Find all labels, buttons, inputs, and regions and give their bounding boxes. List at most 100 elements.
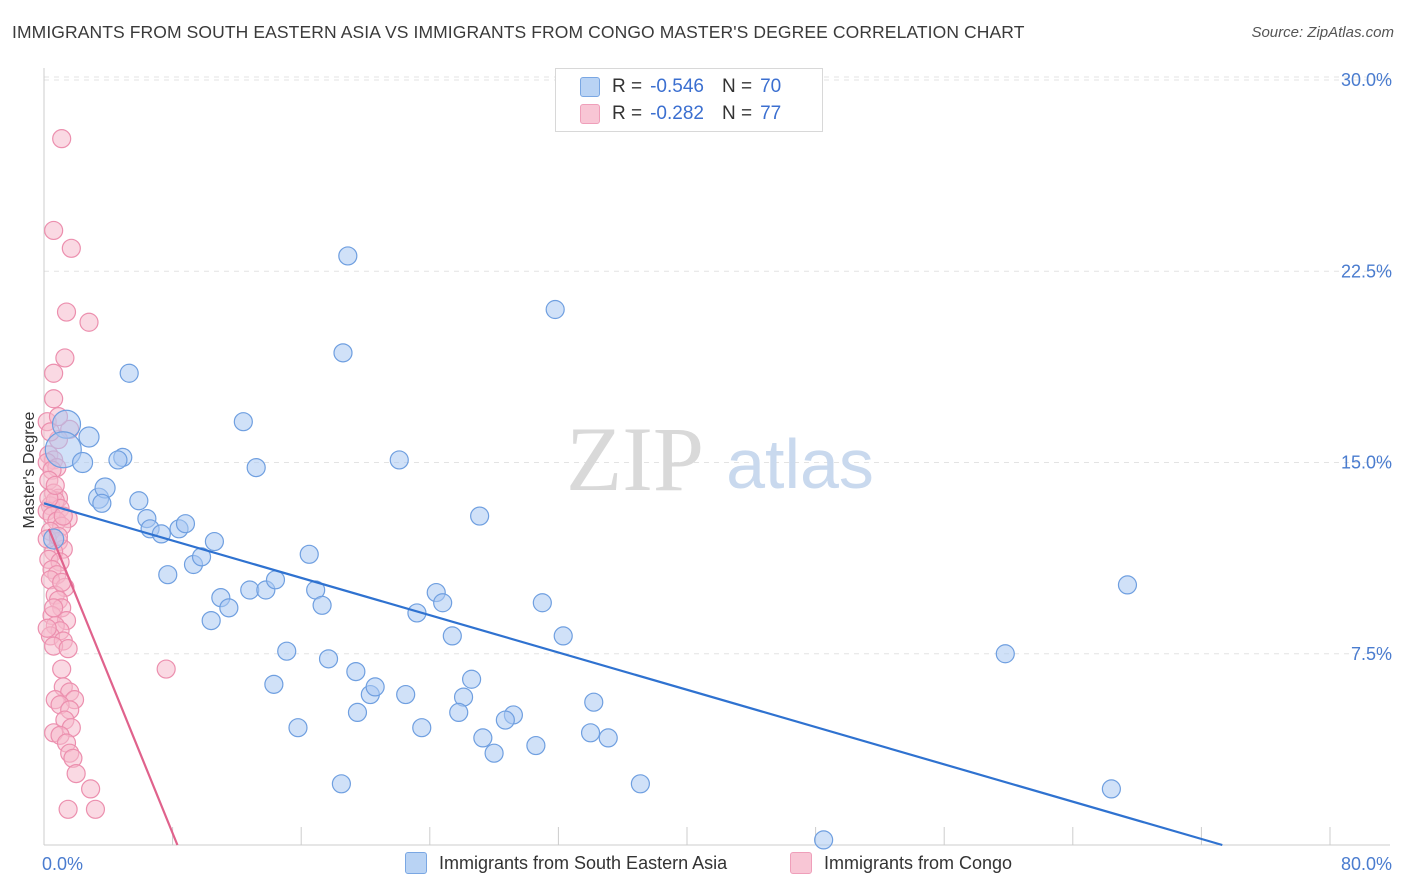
correlation-legend: R = -0.546 N = 70 R = -0.282 N = 77 — [555, 68, 823, 132]
data-point-pink — [44, 363, 64, 383]
data-point-blue — [396, 684, 416, 705]
data-point-blue — [175, 514, 196, 534]
data-point-blue — [1101, 779, 1121, 799]
data-point-blue — [526, 735, 546, 756]
series-name-congo: Immigrants from Congo — [824, 852, 1013, 873]
data-point-blue — [442, 626, 462, 646]
data-point-blue — [201, 610, 221, 631]
data-point-pink — [52, 129, 72, 149]
data-point-blue — [312, 595, 332, 615]
data-point-blue — [277, 641, 297, 661]
data-point-blue — [484, 743, 504, 763]
series-swatch-pink — [790, 852, 812, 874]
data-point-blue — [318, 649, 339, 669]
trend-line-blue — [43, 502, 1223, 847]
y-tick-label: 7.5% — [1351, 644, 1392, 664]
trend-line-pink — [47, 528, 179, 846]
data-point-blue — [219, 598, 239, 618]
data-point-blue — [365, 677, 385, 697]
legend-swatch-blue — [580, 77, 600, 97]
data-point-pink — [55, 348, 75, 368]
source-label: Source: ZipAtlas.com — [1251, 24, 1394, 41]
data-point-pink — [156, 659, 176, 679]
data-point-pink — [44, 598, 64, 618]
data-point-blue — [433, 593, 453, 613]
data-point-blue — [333, 343, 353, 363]
y-tick-label: 30.0% — [1341, 70, 1392, 90]
data-point-blue — [814, 830, 834, 850]
series-congo-points — [37, 129, 176, 819]
legend-n-value: 77 — [760, 103, 782, 124]
data-point-blue — [461, 669, 482, 689]
data-point-blue — [204, 531, 224, 552]
data-point-blue — [129, 491, 149, 511]
data-point-blue — [233, 412, 253, 432]
data-point-pink — [44, 220, 64, 241]
data-point-blue — [545, 299, 565, 320]
data-point-blue — [246, 458, 266, 478]
legend-swatch-pink — [580, 104, 600, 124]
data-point-pink — [81, 779, 101, 799]
gridlines — [44, 76, 1390, 655]
data-point-pink — [61, 238, 81, 258]
tick-labels: 7.5% 15.0% 22.5% 30.0% 0.0% 80.0% — [42, 70, 1392, 874]
data-point-blue — [71, 451, 94, 474]
legend-row-sea: R = -0.546 N = 70 — [580, 75, 781, 99]
data-point-blue — [108, 450, 128, 470]
data-point-blue — [346, 661, 366, 682]
data-point-blue — [553, 626, 573, 646]
data-point-blue — [92, 493, 112, 513]
legend-n-label: N = — [721, 103, 753, 124]
data-point-blue — [158, 565, 178, 585]
data-point-blue — [412, 718, 432, 738]
data-point-pink — [45, 475, 65, 496]
data-point-blue — [584, 692, 604, 712]
data-point-blue — [240, 580, 260, 600]
data-point-blue — [338, 246, 358, 266]
y-tick-label: 15.0% — [1341, 453, 1392, 473]
data-point-blue — [1117, 575, 1138, 595]
watermark-zip: ZIP — [566, 408, 704, 510]
legend-r-label: R = — [612, 103, 643, 124]
x-tick-label-min: 0.0% — [42, 854, 83, 874]
axes — [43, 68, 1390, 846]
data-point-blue — [299, 544, 319, 564]
legend-row-congo: R = -0.282 N = 77 — [580, 102, 781, 126]
data-point-blue — [995, 644, 1015, 664]
data-point-blue — [470, 506, 490, 526]
watermark: ZIP atlas — [566, 408, 874, 510]
data-point-pink — [37, 618, 57, 638]
data-point-blue — [347, 702, 368, 723]
data-point-blue — [473, 728, 493, 748]
data-point-blue — [598, 728, 618, 748]
data-point-blue — [580, 723, 601, 743]
data-point-blue — [630, 774, 650, 794]
data-point-blue — [288, 718, 308, 738]
series-legend-sea: Immigrants from South Eastern Asia — [405, 852, 727, 874]
legend-n-label: N = — [721, 76, 753, 97]
data-point-blue — [495, 710, 515, 730]
trend-lines — [43, 502, 1223, 847]
watermark-atlas: atlas — [726, 425, 874, 503]
series-swatch-blue — [405, 852, 427, 874]
data-point-blue — [44, 431, 82, 469]
y-tick-label: 22.5% — [1341, 261, 1392, 281]
data-point-pink — [52, 659, 72, 679]
chart-title: IMMIGRANTS FROM SOUTH EASTERN ASIA VS IM… — [12, 22, 1025, 42]
data-point-pink — [85, 799, 106, 819]
series-name-sea: Immigrants from South Eastern Asia — [439, 852, 728, 873]
data-point-pink — [79, 312, 99, 332]
data-point-blue — [264, 674, 284, 694]
x-tick-label-max: 80.0% — [1341, 854, 1392, 874]
series-legend: Immigrants from South Eastern Asia Immig… — [0, 852, 1406, 878]
data-point-pink — [44, 389, 64, 409]
legend-r-value: -0.282 — [650, 103, 704, 124]
legend-n-value: 70 — [760, 76, 782, 97]
data-point-blue — [449, 702, 469, 723]
data-point-pink — [58, 799, 78, 819]
legend-r-value: -0.546 — [650, 76, 704, 97]
data-point-pink — [66, 763, 86, 784]
series-legend-congo: Immigrants from Congo — [790, 852, 1012, 874]
data-point-blue — [78, 426, 100, 448]
